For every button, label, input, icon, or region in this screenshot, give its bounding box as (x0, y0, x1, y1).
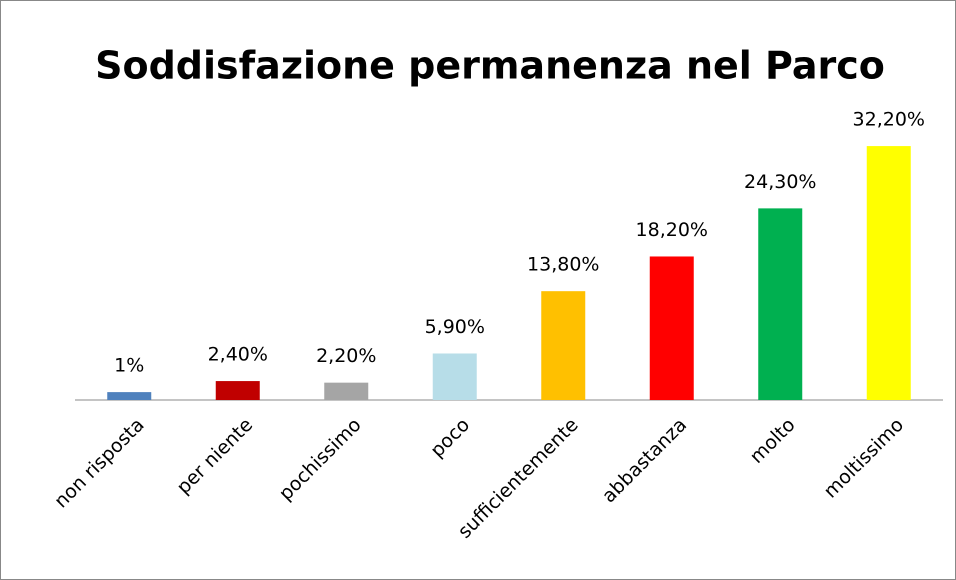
bar (324, 382, 369, 400)
value-label: 18,20% (636, 219, 708, 241)
bar (432, 353, 477, 400)
bar (758, 208, 803, 400)
value-label: 2,20% (316, 345, 376, 367)
value-label: 2,40% (208, 344, 268, 366)
bar (541, 291, 586, 400)
value-label: 13,80% (527, 254, 599, 276)
bar (215, 381, 260, 400)
bar (866, 146, 911, 400)
bar (649, 256, 694, 400)
chart-title: Soddisfazione permanenza nel Parco (95, 44, 885, 88)
value-label: 5,90% (425, 316, 485, 338)
value-label: 1% (114, 355, 144, 377)
bar (107, 392, 152, 400)
value-label: 24,30% (744, 171, 816, 193)
value-label: 32,20% (853, 109, 925, 131)
